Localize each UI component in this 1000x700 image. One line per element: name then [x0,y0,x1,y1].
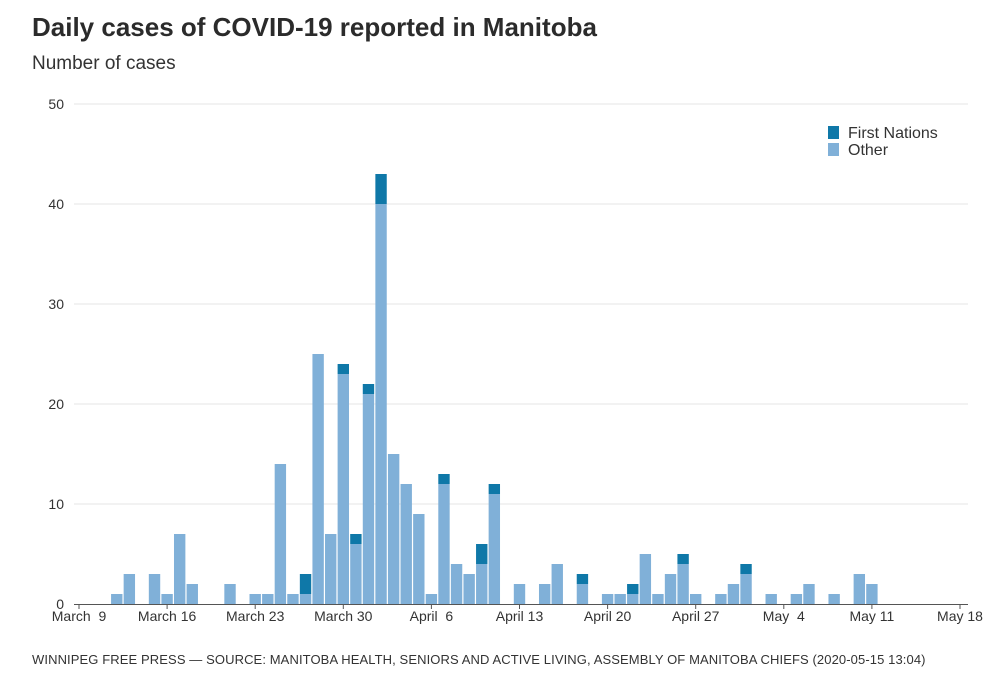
bar-other [161,594,173,604]
bar-other [350,544,362,604]
bar-other [853,574,866,604]
bar-first-nations [350,534,362,544]
bar-other [425,594,438,604]
bar-other [866,584,878,604]
chart-title: Daily cases of COVID-19 reported in Mani… [32,12,597,42]
y-tick-label: 30 [48,296,64,312]
bar-other [450,564,463,604]
bar-other [312,354,324,604]
bar-other [488,494,501,604]
bar-other [803,584,815,604]
bar-first-nations [677,554,689,564]
bar-other [727,584,740,604]
bar-other [375,204,387,604]
bar-other [677,564,689,604]
bar-first-nations [740,564,752,574]
bar-first-nations [337,364,349,374]
bar-first-nations [476,544,488,564]
bar-first-nations [375,174,387,204]
bar-other [765,594,777,604]
bar-other [337,374,349,604]
bar-first-nations [576,574,589,584]
bar-other [551,564,563,604]
bar-other [476,564,488,604]
bar-other [287,594,299,604]
x-tick-label: March 30 [314,608,373,624]
bar-first-nations [488,484,501,494]
bar-other [123,574,136,604]
bar-first-nations [627,584,639,594]
x-tick-label: May 11 [849,608,894,624]
legend-label: First Nations [848,125,938,142]
y-tick-label: 50 [48,96,64,112]
bar-other [325,534,337,604]
bar-other [664,574,677,604]
bar-other [828,594,840,604]
bar-other [740,574,752,604]
bar-other [274,464,287,604]
bar-other [148,574,161,604]
bar-other [299,594,312,604]
x-tick-label: March 9 [52,608,107,624]
bar-other [262,594,274,604]
bar-other [601,594,614,604]
bar-other [362,394,375,604]
legend-swatch [828,143,839,156]
bar-other [639,554,652,604]
x-tick-label: March 16 [138,608,197,624]
bar-other [538,584,551,604]
bar-other [463,574,475,604]
bar-other [715,594,727,604]
bar-other [652,594,664,604]
y-tick-label: 20 [48,396,64,412]
y-axis-label: Number of cases [32,53,176,74]
bar-other [513,584,526,604]
bar-other [576,584,589,604]
source-credit: WINNIPEG FREE PRESS — SOURCE: MANITOBA H… [32,652,926,667]
bar-other [186,584,198,604]
bar-other [790,594,803,604]
x-tick-label: March 23 [226,608,285,624]
bar-first-nations [299,574,312,594]
bar-other [173,534,186,604]
x-tick-label: April 6 [410,608,454,624]
bar-other [249,594,261,604]
x-tick-label: April 27 [672,608,720,624]
x-tick-label: May 4 [763,608,805,624]
bar-other [627,594,639,604]
bar-other [387,454,400,604]
bar-other [690,594,702,604]
x-tick-label: April 13 [496,608,544,624]
bar-other [413,514,425,604]
bar-other [400,484,412,604]
y-tick-label: 0 [56,596,64,612]
bar-first-nations [362,384,375,394]
legend-swatch [828,126,839,139]
y-tick-label: 10 [48,496,64,512]
bar-first-nations [438,474,450,484]
legend-label: Other [848,142,889,159]
bar-other [111,594,123,604]
y-tick-label: 40 [48,196,64,212]
x-tick-label: April 20 [584,608,632,624]
bar-other [224,584,236,604]
bar-other [438,484,450,604]
x-tick-label: May 18 [937,608,983,624]
bar-other [614,594,626,604]
